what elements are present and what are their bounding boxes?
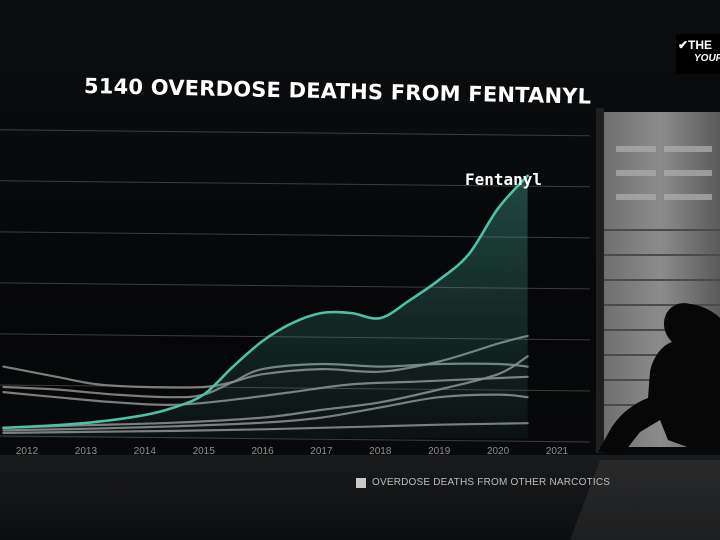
doorway-photo [570, 108, 720, 540]
x-tick-label: 2020 [487, 446, 510, 457]
grid-line [0, 129, 591, 137]
x-tick-label: 2019 [428, 446, 451, 457]
x-tick-label: 2015 [193, 446, 216, 457]
door-frame-left [596, 108, 604, 453]
x-tick-label: 2016 [251, 446, 274, 457]
legend-swatch [356, 477, 366, 488]
x-tick-label: 2014 [134, 446, 157, 457]
x-tick-label: 2021 [546, 446, 569, 457]
floor-reflection [570, 460, 720, 540]
legend-label: OVERDOSE DEATHS FROM OTHER NARCOTICS [372, 477, 611, 488]
grid-line [0, 180, 591, 188]
legend: OVERDOSE DEATHS FROM OTHER NARCOTICS [356, 477, 610, 488]
series-layer [2, 174, 529, 438]
logo-box [676, 34, 720, 74]
seated-person-silhouette [598, 303, 720, 455]
x-tick-label: 2017 [310, 446, 333, 457]
x-tick-label: 2013 [75, 446, 98, 457]
floor [0, 455, 720, 540]
channel-logo: ✔THE YOUR [678, 38, 720, 70]
x-tick-labels: 2012 2013 2014 2015 2016 2017 2018 2019 2020 2021 [16, 446, 569, 457]
fentanyl-series-label: Fentanyl [465, 170, 543, 189]
logo-text-bottom: YOUR [694, 53, 720, 64]
window-blinds [616, 146, 712, 200]
logo-text-top: ✔THE [678, 38, 713, 52]
x-tick-label: 2018 [369, 446, 392, 457]
x-tick-label: 2012 [16, 446, 39, 457]
fentanyl-line [2, 174, 529, 430]
fentanyl-area [3, 175, 528, 438]
